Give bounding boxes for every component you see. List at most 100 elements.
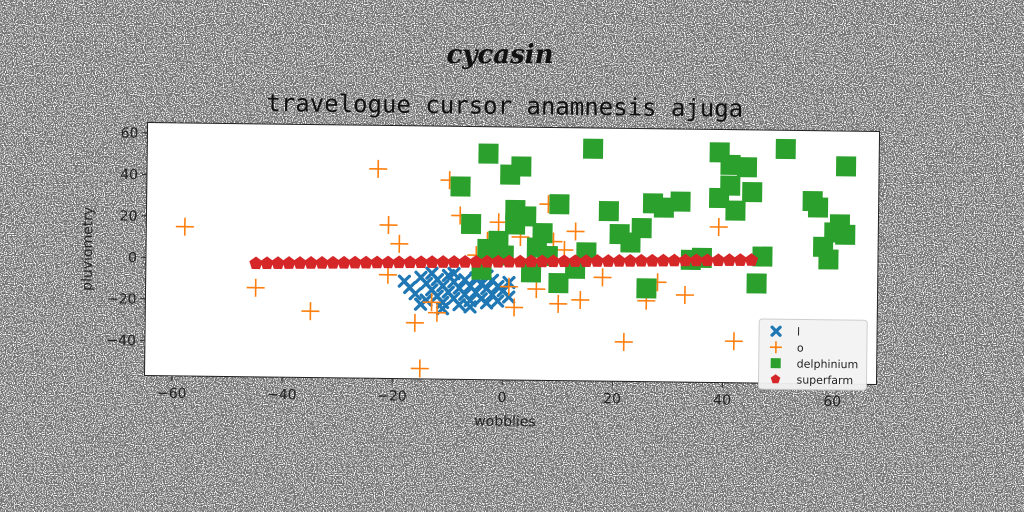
data-point <box>480 254 494 268</box>
data-point <box>369 159 388 178</box>
data-point <box>722 253 737 267</box>
data-point <box>282 256 296 269</box>
data-point <box>612 254 626 267</box>
data-point <box>736 157 758 178</box>
data-point <box>520 262 542 283</box>
data-point <box>410 359 429 378</box>
data-point <box>667 253 681 267</box>
y-axis-label: pluviometry <box>80 207 97 291</box>
data-point <box>568 254 582 268</box>
legend-marker <box>770 358 781 369</box>
legend-box <box>757 318 868 391</box>
data-point <box>548 272 569 294</box>
legend: lo delphinium superfarm <box>757 318 868 391</box>
data-point <box>379 216 398 235</box>
data-point <box>260 256 274 270</box>
legend-marker <box>770 325 782 337</box>
data-point <box>505 298 524 317</box>
data-point <box>631 218 652 239</box>
data-point <box>744 253 759 266</box>
data-point <box>370 255 384 269</box>
data-point <box>720 154 741 176</box>
data-point <box>653 197 675 218</box>
data-point <box>491 254 505 268</box>
data-point <box>452 298 466 312</box>
data-point <box>408 287 422 301</box>
x-tick-label: 60 <box>823 394 841 410</box>
data-point <box>566 222 585 241</box>
y-tick-label: −20 <box>107 291 137 307</box>
data-point <box>818 249 839 270</box>
data-point <box>670 191 691 212</box>
data-point <box>656 253 670 267</box>
x-axis-label: wobblies <box>474 414 536 431</box>
data-point <box>513 254 527 268</box>
y-tick-label: 60 <box>121 126 139 142</box>
data-point <box>326 255 340 269</box>
data-point <box>549 294 568 313</box>
data-point <box>645 253 659 267</box>
data-point <box>601 254 615 267</box>
x-tick-label: 40 <box>713 392 731 408</box>
data-point <box>435 301 450 316</box>
data-point <box>293 256 307 269</box>
data-point <box>463 300 477 314</box>
data-point <box>532 223 553 244</box>
data-point <box>390 234 409 253</box>
data-point <box>478 143 499 164</box>
data-point <box>535 254 549 268</box>
data-point <box>301 302 320 321</box>
series-delphinium <box>450 138 857 299</box>
axis-ticks: −60 −40 −20 0 20 40 60 −40 −20 0 20 40 60 <box>106 126 841 410</box>
data-point <box>491 294 505 308</box>
legend-entry-label: l <box>797 325 800 338</box>
data-point <box>524 254 538 268</box>
data-point <box>675 286 694 305</box>
data-point <box>724 332 743 351</box>
data-point <box>711 253 725 267</box>
data-point <box>582 138 604 159</box>
series-superfarm <box>249 253 759 270</box>
data-point <box>378 265 397 284</box>
data-point <box>746 273 767 294</box>
data-point <box>634 253 648 267</box>
x-tick-label: −20 <box>377 388 407 404</box>
data-point <box>427 303 447 322</box>
data-point <box>249 256 263 270</box>
data-point <box>516 206 537 227</box>
data-point <box>502 254 516 268</box>
data-point <box>447 266 461 281</box>
data-point <box>623 253 637 267</box>
chart-title: travelogue cursor anamnesis ajuga <box>266 89 743 123</box>
data-point <box>549 194 570 215</box>
data-point <box>571 290 590 309</box>
data-point <box>546 254 560 268</box>
x-tick-label: 20 <box>603 391 621 407</box>
data-point <box>576 242 597 263</box>
data-point <box>742 182 763 203</box>
data-point <box>511 156 532 177</box>
data-point <box>835 156 857 177</box>
data-point <box>348 255 362 269</box>
data-point <box>403 255 417 269</box>
data-point <box>458 255 472 268</box>
data-point <box>450 176 471 197</box>
data-point <box>436 255 450 268</box>
x-tick-label: −40 <box>267 387 297 403</box>
data-point <box>304 256 318 269</box>
data-marks <box>175 138 857 378</box>
data-point <box>725 200 746 221</box>
data-point <box>425 266 439 280</box>
data-point <box>447 255 461 268</box>
data-point <box>315 255 329 269</box>
data-point <box>414 255 428 269</box>
data-point <box>502 290 516 304</box>
data-point <box>489 213 508 232</box>
y-tick-label: 0 <box>128 250 137 266</box>
data-point <box>381 255 395 269</box>
data-point <box>752 246 773 267</box>
data-point <box>469 254 483 268</box>
data-point <box>425 255 439 268</box>
y-tick-label: 20 <box>120 209 138 225</box>
figure-suptitle: cycasin <box>446 40 553 70</box>
